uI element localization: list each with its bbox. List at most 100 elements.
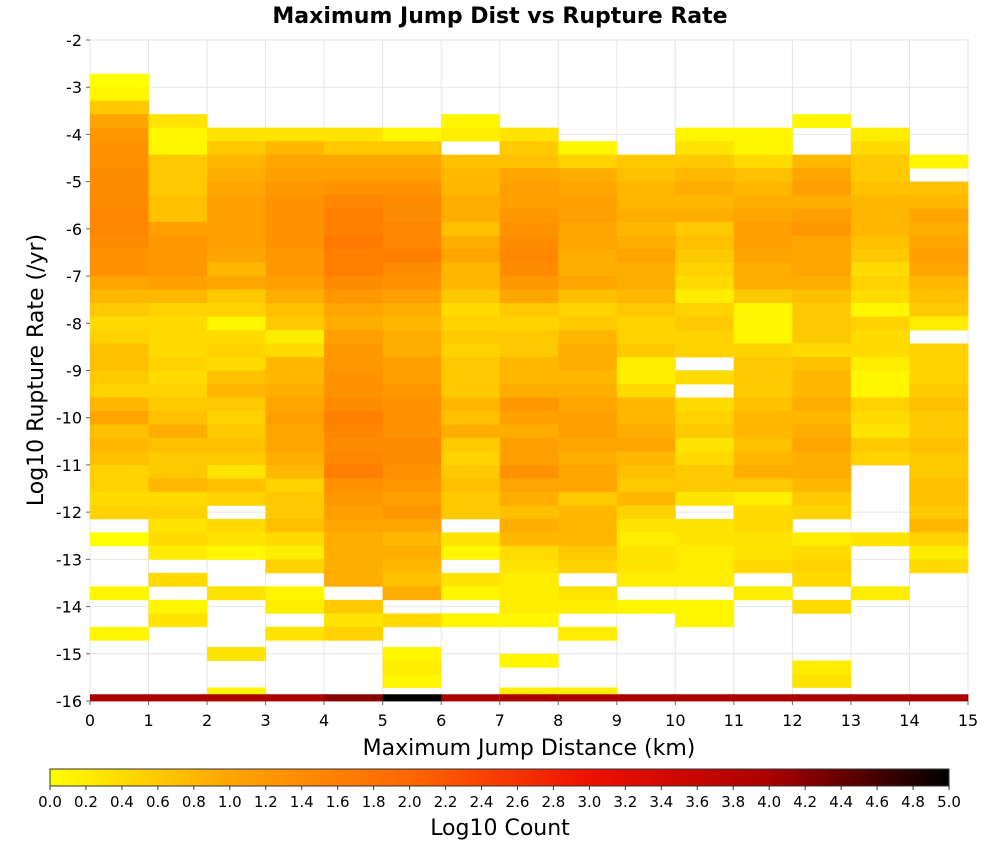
heatmap-cell [382,478,442,493]
colorbar-tick-label: 0.2 [74,793,98,811]
heatmap-cell [558,208,618,223]
heatmap-cell [148,599,208,614]
heatmap-cell [616,276,676,290]
heatmap-cell [90,532,149,547]
colorbar-tick-label: 0.6 [146,793,170,811]
heatmap-cell [90,87,149,102]
heatmap-cell [265,357,325,371]
colorbar-tick-label: 0.0 [38,793,62,811]
heatmap-cell [441,410,501,425]
heatmap-cell [90,222,149,236]
heatmap-cell [675,168,735,183]
heatmap-cell [148,410,208,425]
heatmap-cell [441,505,501,520]
y-tick-label: -5 [66,173,82,192]
heatmap-cell [207,289,266,304]
heatmap-cell [499,653,559,668]
heatmap-cell [909,222,969,236]
heatmap-cell [90,276,149,290]
heatmap-cell [616,357,676,371]
heatmap-cell [90,208,149,223]
heatmap-cell [324,572,384,587]
heatmap-cell [324,491,384,506]
heatmap-cell [850,343,910,358]
heatmap-cell [382,141,442,156]
heatmap-cell [616,330,676,344]
heatmap-cell [90,235,149,250]
y-axis-ticks: -2 -3 -4 -5 -6 -7 -8 -9 -10 -11 -12 -13 -14 -15 -16 [56,31,90,711]
heatmap-cell [90,249,149,263]
heatmap-cell [324,330,384,344]
heatmap-cell [382,464,442,479]
heatmap-cell [207,545,266,560]
heatmap-cell [850,424,910,439]
heatmap-cell [558,451,618,466]
heatmap-cell [850,289,910,304]
heatmap-cell [675,437,735,452]
heatmap-cell [675,518,735,533]
heatmap-cell [441,451,501,466]
heatmap-cell [324,599,384,614]
heatmap-cell [90,289,149,304]
heatmap-cell [616,559,676,574]
heatmap-cell [90,343,149,358]
heatmap-cell [558,424,618,439]
heatmap-cell [733,464,793,479]
heatmap-cell [148,249,208,263]
heatmap-cell [90,424,149,439]
heatmap-cell [616,545,676,560]
heatmap-cell [382,437,442,452]
heatmap-cell [207,235,266,250]
heatmap-cell [850,127,910,142]
heatmap-cell [207,464,266,479]
heatmap-cell [441,114,501,129]
heatmap-cell [148,289,208,304]
colorbar-tick-label: 3.4 [649,793,673,811]
heatmap-cell [324,464,384,479]
heatmap-cell [382,694,442,702]
heatmap-cell [558,195,618,210]
heatmap-cell [909,397,969,412]
heatmap-cell [499,599,559,614]
heatmap-cell [265,518,325,533]
heatmap-cell [207,532,266,547]
heatmap-cell [616,208,676,223]
heatmap-cell [850,384,910,398]
heatmap-cell [207,249,266,263]
heatmap-cell [265,276,325,290]
heatmap-cell [909,195,969,210]
y-tick-label: -10 [56,409,82,428]
heatmap-cell [265,545,325,560]
heatmap-cell [382,586,442,601]
heatmap-cell [265,154,325,169]
heatmap-cell [792,572,852,587]
heatmap-cell [324,357,384,371]
heatmap-cell [616,249,676,263]
heatmap-cell [382,660,442,675]
heatmap-cell [499,262,559,277]
heatmap-cell [675,559,735,574]
heatmap-cell [909,208,969,223]
heatmap-cell [441,370,501,385]
heatmap-cell [265,222,325,236]
heatmap-cell [909,289,969,304]
heatmap-cell [909,464,969,479]
heatmap-cell [324,451,384,466]
heatmap-cell [792,289,852,304]
heatmap-cell [324,613,384,628]
heatmap-cell [733,289,793,304]
heatmap-cell [850,316,910,331]
heatmap-cell [324,141,384,156]
heatmap-cell [382,181,442,196]
heatmap-cell [850,235,910,250]
heatmap-cell [733,154,793,169]
heatmap-cell [558,599,618,614]
colorbar-tick-label: 2.2 [434,793,458,811]
heatmap-cell [324,694,384,702]
x-tick-label: 14 [899,711,919,730]
heatmap-cell [675,532,735,547]
heatmap-cell [499,397,559,412]
heatmap-cell [265,437,325,452]
heatmap-cell [616,491,676,506]
heatmap-cell [499,289,559,304]
